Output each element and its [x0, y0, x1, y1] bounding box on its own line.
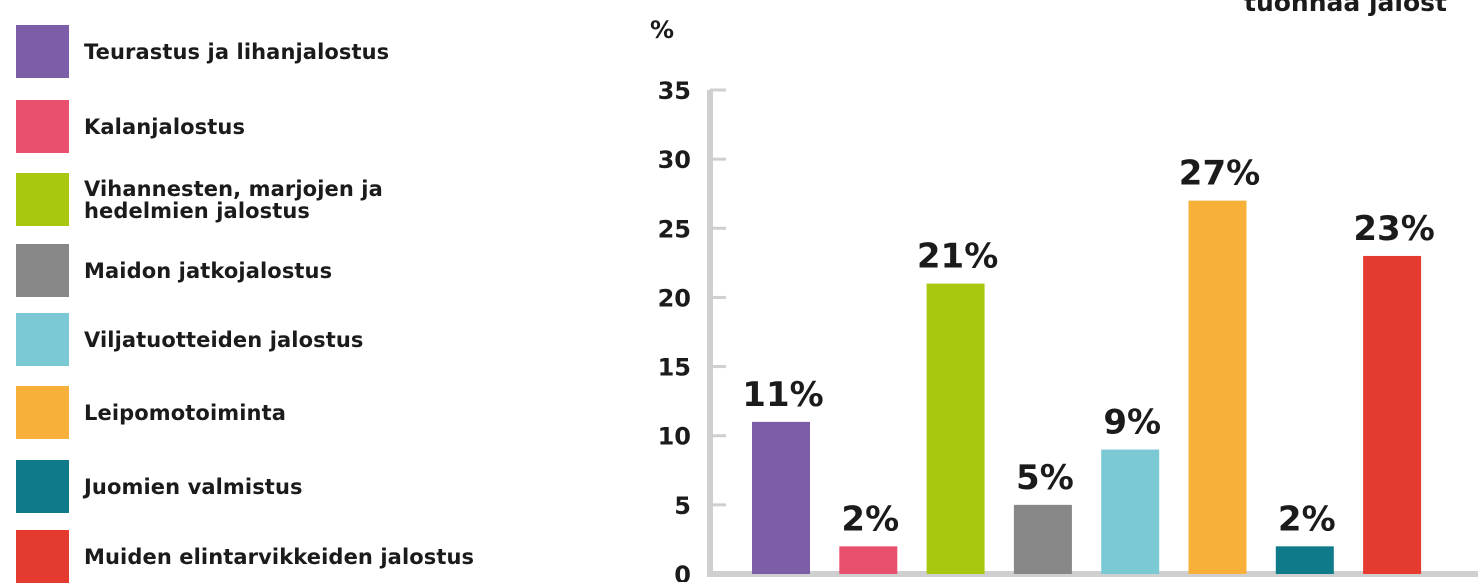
legend-swatch [16, 244, 69, 297]
bar [1013, 504, 1072, 574]
bar [752, 421, 810, 574]
y-tick-label: 5 [674, 492, 691, 520]
legend-item: Vihannesten, marjojen ja hedelmien jalos… [16, 173, 383, 226]
bar-value-label: 2% [1278, 499, 1336, 539]
legend-item: Leipomotoiminta [16, 386, 286, 439]
legend-label: Juomien valmistus [84, 474, 303, 499]
bar-value-label: 9% [1103, 403, 1161, 443]
bar-value-label: 23% [1353, 209, 1434, 249]
legend-swatch [16, 100, 69, 153]
bar-value-label: 5% [1016, 458, 1074, 498]
bar [1275, 546, 1334, 574]
chart-title: tuonnaa jalost [1244, 0, 1447, 17]
bar-value-label: 2% [841, 499, 899, 539]
legend-label: Teurastus ja lihanjalostus [84, 39, 390, 64]
legend-label: Muiden elintarvikkeiden jalostus [84, 544, 475, 569]
bar-value-label: 21% [917, 237, 998, 277]
legend-swatch [16, 313, 69, 366]
legend-item: Maidon jatkojalostus [16, 244, 332, 297]
bar [839, 546, 898, 574]
legend-label: Kalanjalostus [84, 114, 246, 139]
legend-item: Teurastus ja lihanjalostus [16, 25, 389, 78]
legend-swatch [16, 25, 69, 78]
y-tick-label: 30 [658, 146, 691, 174]
legend-label: Leipomotoiminta [84, 400, 286, 425]
legend-item: Viljatuotteiden jalostus [16, 313, 364, 366]
legend-swatch [16, 460, 69, 513]
bar [1188, 200, 1247, 574]
y-tick-label: 20 [658, 284, 691, 312]
legend-item: Kalanjalostus [16, 100, 245, 153]
legend-item: Juomien valmistus [16, 460, 303, 513]
bar [1363, 255, 1422, 574]
y-tick-label: 10 [658, 423, 691, 451]
bar [926, 283, 985, 574]
bar-value-label: 11% [742, 375, 823, 415]
y-tick-label: 15 [658, 354, 691, 382]
legend-swatch [16, 173, 69, 226]
legend-swatch [16, 386, 69, 439]
legend-label: Viljatuotteiden jalostus [84, 327, 364, 352]
bar-value-label: 27% [1179, 154, 1260, 194]
legend: Teurastus ja lihanjalostus Kalanjalostus… [0, 0, 600, 583]
y-axis-label: % [650, 16, 674, 44]
legend-swatch [16, 530, 69, 583]
bar [1101, 449, 1160, 574]
legend-item: Muiden elintarvikkeiden jalostus [16, 530, 474, 583]
y-tick-label: 25 [658, 215, 691, 243]
y-tick-label: 0 [674, 561, 691, 582]
legend-label: Vihannesten, marjojen ja hedelmien jalos… [84, 176, 383, 223]
y-tick-label: 35 [658, 77, 691, 105]
legend-label: Maidon jatkojalostus [84, 258, 333, 283]
